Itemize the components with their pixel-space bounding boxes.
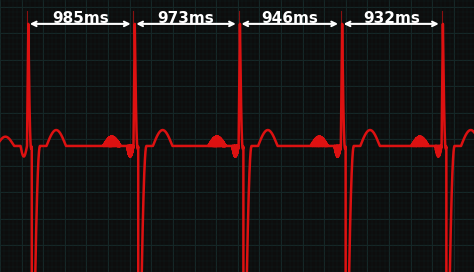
Text: 973ms: 973ms — [158, 11, 214, 26]
Text: 946ms: 946ms — [261, 11, 318, 26]
Text: 985ms: 985ms — [52, 11, 109, 26]
Text: 932ms: 932ms — [363, 11, 419, 26]
